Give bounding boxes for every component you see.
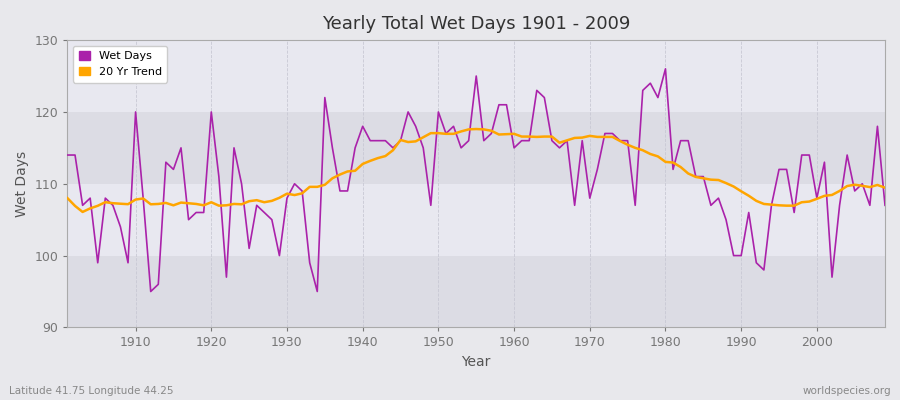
Title: Yearly Total Wet Days 1901 - 2009: Yearly Total Wet Days 1901 - 2009 xyxy=(322,15,630,33)
X-axis label: Year: Year xyxy=(462,355,490,369)
Y-axis label: Wet Days: Wet Days xyxy=(15,151,29,217)
Bar xyxy=(68,256,885,328)
Bar xyxy=(68,112,885,184)
Text: worldspecies.org: worldspecies.org xyxy=(803,386,891,396)
Bar xyxy=(68,40,885,112)
Bar xyxy=(68,184,885,256)
Legend: Wet Days, 20 Yr Trend: Wet Days, 20 Yr Trend xyxy=(73,46,167,82)
Text: Latitude 41.75 Longitude 44.25: Latitude 41.75 Longitude 44.25 xyxy=(9,386,174,396)
